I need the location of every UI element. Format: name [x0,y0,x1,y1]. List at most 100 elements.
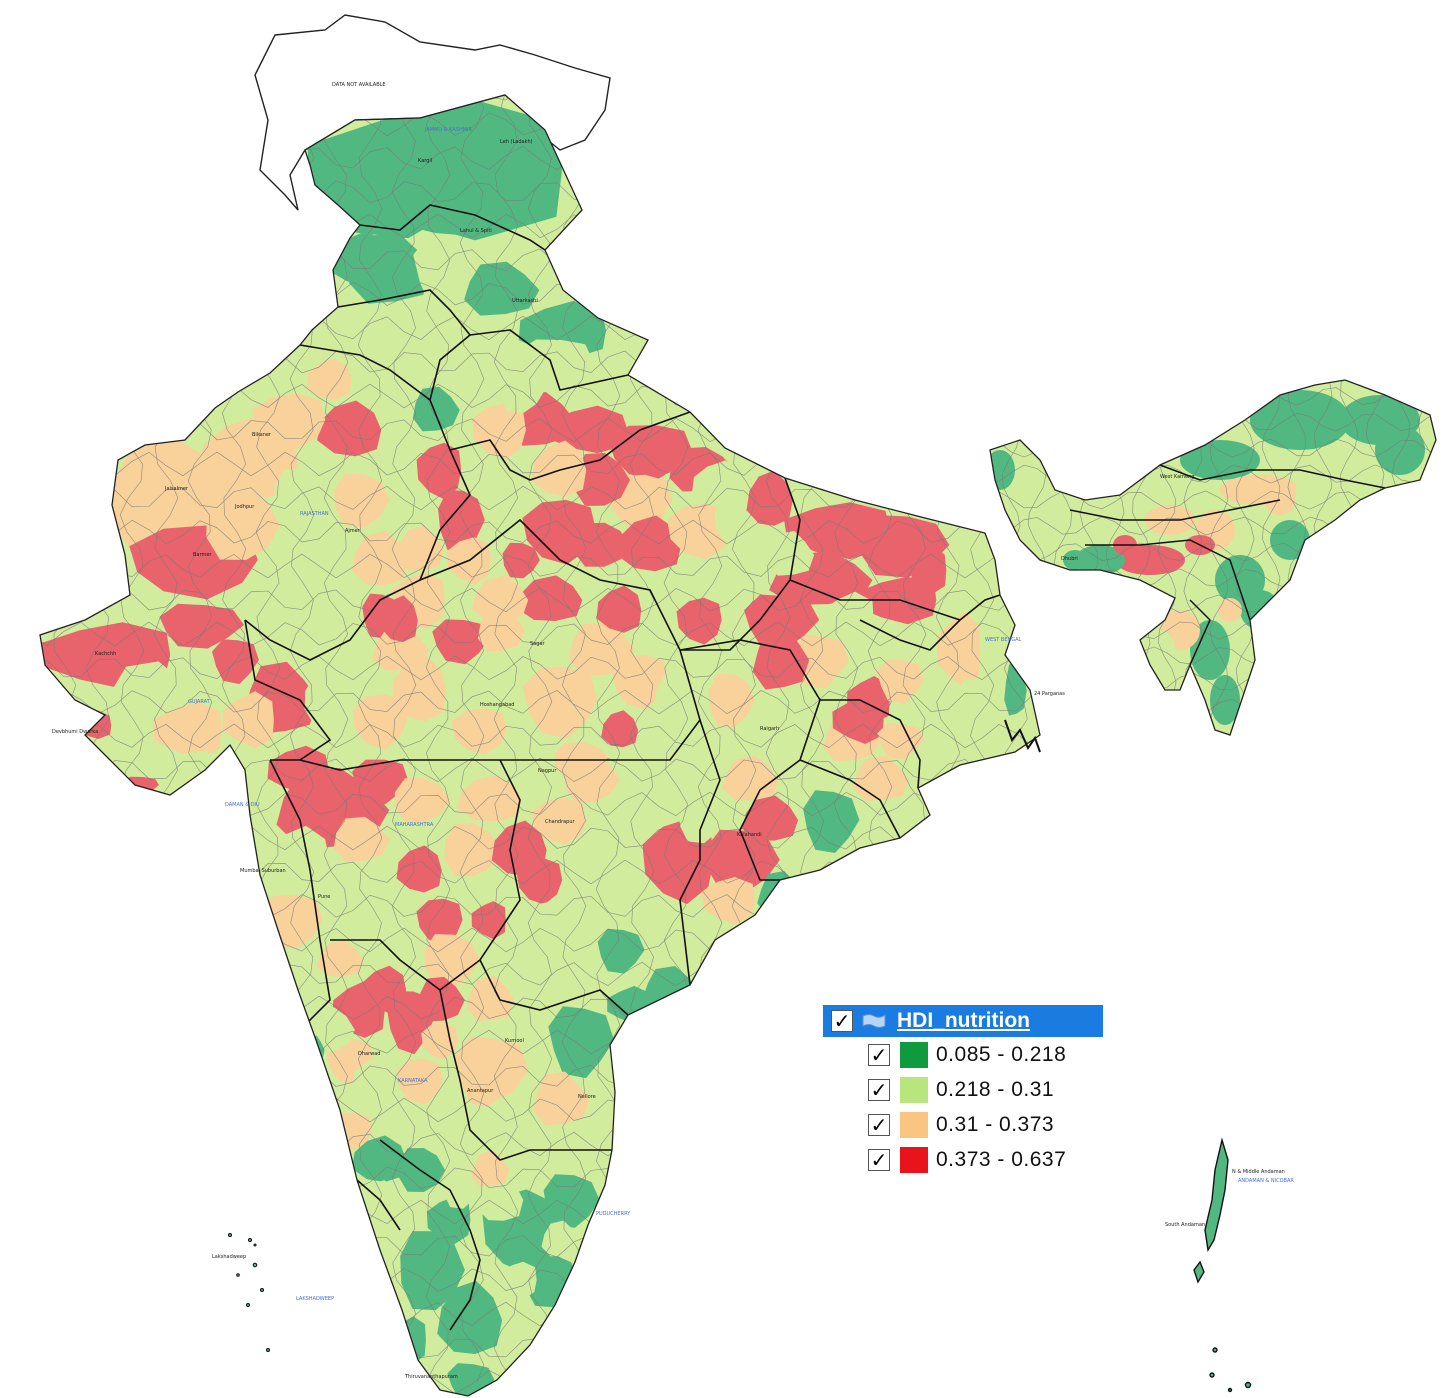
northeast-outline [989,379,1437,736]
district-patch [442,1172,480,1209]
state-label-andaman: ANDAMAN & NICOBAR [1238,1178,1294,1184]
district-patch [159,603,244,649]
district-label: Mumbai Suburban [240,868,286,874]
district-patch [372,625,429,671]
district-boundary [425,95,451,1383]
district-patch [1218,598,1242,622]
district-patch [477,606,525,652]
district-patch [466,975,514,1021]
district-patch [453,1036,529,1109]
district-label: Barmer [193,552,212,558]
class-checkbox[interactable]: ✓ [868,1148,890,1171]
district-patch [206,489,280,560]
district-label: Thiruvananthapuram [404,1374,458,1380]
district-label: Uttarkashi [512,298,538,304]
district-patch [267,745,330,794]
district-boundary [357,95,383,1383]
district-patch [400,1231,465,1311]
district-label: Devbhumi Dwarka [52,729,98,735]
district-patch [564,758,620,803]
state-label-puducherry: PUDUCHERRY [596,1211,631,1217]
district-patch [990,450,1015,490]
legend-class-row[interactable]: ✓ 0.085 - 0.218 [823,1037,1103,1072]
state-label-karnataka: KARNATAKA [398,1078,428,1084]
district-patch [317,306,373,358]
class-swatch [900,1041,928,1068]
district-patch [956,679,995,725]
na-label: DATA NOT AVAILABLE [332,82,386,88]
district-patch [1210,675,1240,725]
district-label: Lakshadweep [212,1254,246,1260]
state-label-lakshadweep: LAKSHADWEEP [296,1296,334,1302]
district-patch [316,940,364,977]
district-label: Dhubri [1061,556,1078,562]
district-boundary [40,621,1040,647]
district-patch [744,594,820,649]
district-patch [574,522,630,567]
district-patch [937,611,980,689]
district-label: Ajmer [345,528,361,534]
district-patch [121,776,159,795]
district-patch [394,778,450,823]
district-boundary [40,1335,1040,1361]
district-label: South Andaman [1165,1222,1205,1228]
class-swatch [900,1076,928,1103]
district-patch [1075,545,1125,575]
northeast-base [990,380,1436,735]
district-boundary [40,723,1040,749]
district-patch [522,667,598,740]
district-patch [351,1135,407,1183]
district-label: Dharwad [358,1051,380,1057]
district-patch [308,1007,355,1052]
district-label: Kurnool [505,1038,524,1044]
district-patch [601,710,639,748]
district-label: 24 Parganas [1034,691,1065,697]
district-patch [471,901,506,940]
layer-row-hdi-nutrition[interactable]: ✓ HDI_nutrition [823,1005,1103,1037]
map-legend: ✓ HDI_nutrition ✓ 0.085 - 0.218 ✓ 0.218 … [823,1005,1103,1177]
district-boundary [40,95,43,1383]
lakshadweep-islands [228,1233,270,1352]
district-patch [596,585,642,633]
legend-class-row[interactable]: ✓ 0.218 - 0.31 [823,1072,1103,1107]
district-patch [423,934,480,988]
district-patch [517,575,583,621]
district-patch [1063,550,1087,570]
district-label: Kalahandi [737,832,762,838]
layer-name[interactable]: HDI_nutrition [897,1009,1030,1032]
district-label: Kachchh [95,651,116,657]
polygon-layer-icon [862,1014,886,1028]
district-patch [361,965,407,1013]
district-patch [752,626,810,690]
district-patch [321,870,378,926]
district-patch [252,393,326,450]
class-checkbox[interactable]: ✓ [868,1043,890,1066]
district-patch [1190,620,1230,680]
district-boundary [493,95,519,1383]
district-patch [548,405,628,454]
layer-checkbox[interactable]: ✓ [831,1010,853,1032]
district-boundary [40,587,1040,613]
district-patch [352,759,409,805]
district-patch [677,798,725,844]
district-patch [541,1220,579,1257]
district-patch [444,823,500,876]
class-checkbox[interactable]: ✓ [868,1078,890,1101]
legend-class-row[interactable]: ✓ 0.31 - 0.373 [823,1107,1103,1142]
district-patch [569,622,635,676]
district-label: Nagpur [538,768,557,774]
class-checkbox[interactable]: ✓ [868,1113,890,1136]
district-label: Nellore [578,1094,596,1100]
district-patch [471,403,526,460]
district-boundary [51,95,77,1383]
legend-class-row[interactable]: ✓ 0.373 - 0.637 [823,1142,1103,1177]
district-patch [412,386,460,432]
district-patch [532,1071,590,1126]
district-patch [822,591,874,649]
district-patch [1295,475,1345,505]
district-label: Hoshangabad [480,702,514,708]
class-range: 0.218 - 0.31 [936,1077,1055,1101]
district-patch [399,1148,445,1192]
district-boundary [459,95,485,1383]
state-label-jk: JAMMU & KASHMIR [424,127,473,133]
